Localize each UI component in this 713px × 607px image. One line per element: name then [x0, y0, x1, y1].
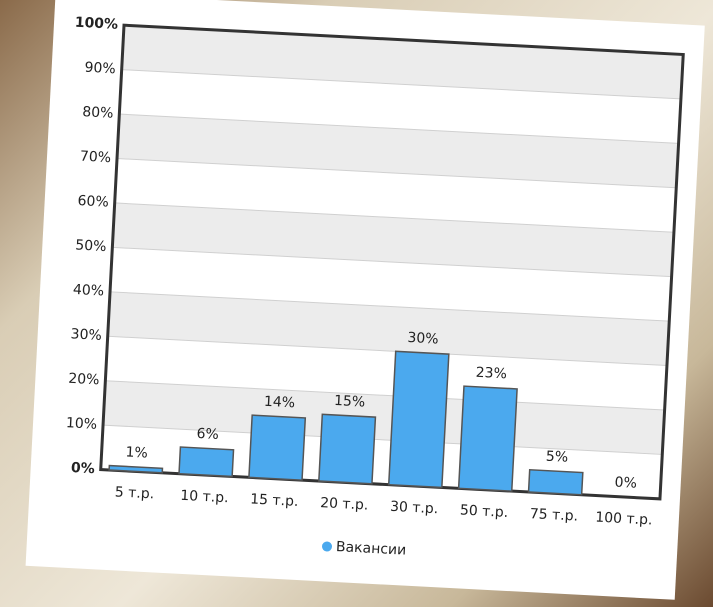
- y-tick-label: 50%: [75, 237, 107, 255]
- y-tick-label: 10%: [66, 415, 98, 433]
- grid-line: [103, 424, 663, 455]
- grid-line: [112, 246, 672, 278]
- grid-line: [105, 380, 665, 411]
- x-tick-label: 5 т.р.: [114, 484, 154, 502]
- bar: [248, 414, 307, 481]
- x-tick-label: 20 т.р.: [320, 495, 369, 514]
- x-tick-label: 15 т.р.: [250, 491, 299, 510]
- bar: [387, 350, 450, 489]
- grid-band: [121, 25, 684, 99]
- bar: [527, 468, 584, 496]
- grid-line: [119, 113, 679, 144]
- y-tick-label: 80%: [82, 104, 114, 122]
- data-label: 5%: [545, 449, 568, 466]
- x-tick-label: 10 т.р.: [180, 488, 229, 507]
- grid-line: [107, 335, 667, 367]
- grid-band: [107, 291, 670, 366]
- data-label: 1%: [125, 444, 148, 461]
- grid-band: [103, 380, 665, 455]
- data-label: 30%: [407, 330, 439, 348]
- plot-frame: [99, 23, 685, 501]
- y-tick-label: 60%: [77, 193, 109, 211]
- data-label: 6%: [196, 426, 219, 443]
- y-tick-label: 0%: [71, 460, 96, 477]
- legend-label: Вакансии: [336, 539, 407, 559]
- y-tick-label: 40%: [73, 282, 105, 300]
- bar: [318, 413, 377, 485]
- data-label: 14%: [264, 394, 296, 412]
- legend-marker: [321, 541, 332, 552]
- y-tick-label: 90%: [84, 60, 116, 78]
- x-tick-label: 75 т.р.: [529, 506, 578, 525]
- grid-band: [117, 114, 679, 188]
- data-label: 15%: [334, 393, 366, 411]
- grid-line: [121, 69, 681, 100]
- grid-band: [112, 202, 674, 277]
- x-tick-label: 100 т.р.: [595, 510, 653, 529]
- x-tick-label: 30 т.р.: [390, 499, 439, 518]
- y-tick-label: 30%: [70, 326, 102, 344]
- grid-line: [110, 291, 670, 322]
- bar: [108, 464, 164, 474]
- y-tick-label: 100%: [74, 15, 118, 33]
- bar: [457, 385, 518, 492]
- data-label: 0%: [614, 474, 637, 491]
- data-label: 23%: [475, 365, 507, 383]
- y-tick-label: 70%: [80, 149, 112, 167]
- chart-group: 0% 10% 20% 30% 40% 50% 60% 70% 80% 90% 100% 5 т.р. 1…: [25, 0, 705, 600]
- bar: [178, 446, 235, 478]
- y-tick-label: 20%: [68, 371, 100, 389]
- x-tick-label: 50 т.р.: [460, 502, 509, 521]
- grid-line: [114, 202, 674, 233]
- grid-line: [116, 157, 677, 189]
